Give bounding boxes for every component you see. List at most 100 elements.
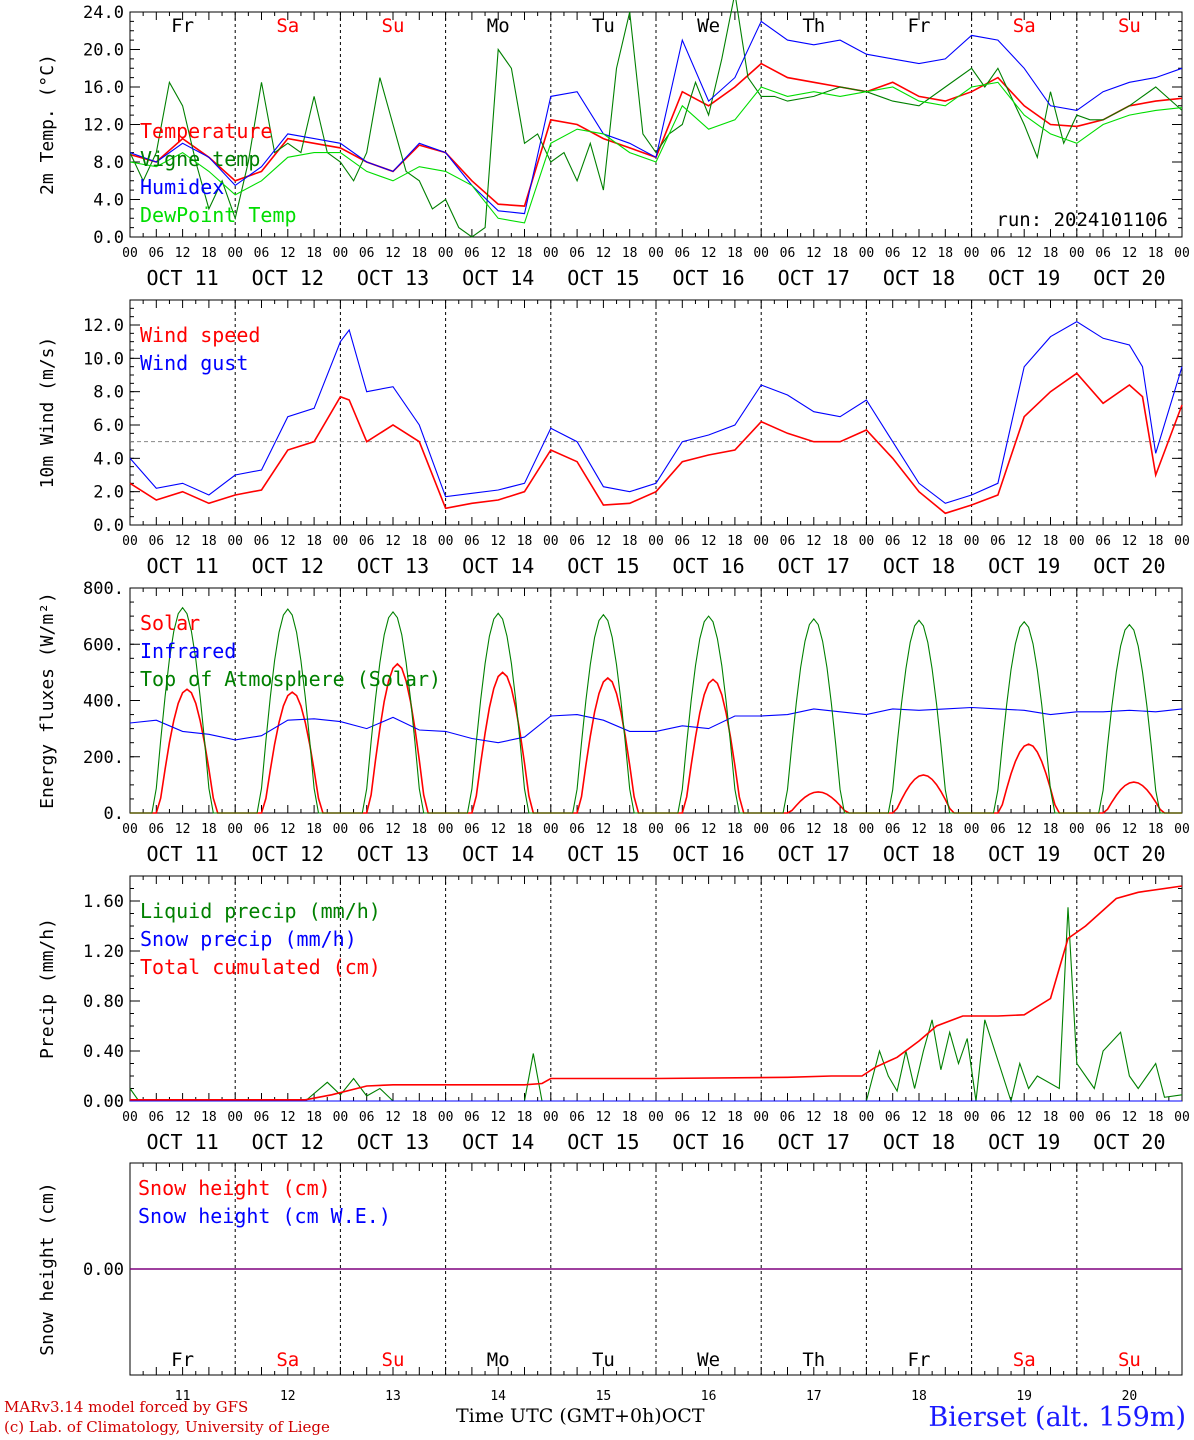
date-label: OCT 12 bbox=[252, 266, 324, 290]
y-tick-label: 0.40 bbox=[83, 1042, 124, 1062]
day-name-label: Sa bbox=[1013, 1349, 1036, 1371]
date-label: OCT 16 bbox=[672, 842, 744, 866]
hour-tick-label: 06 bbox=[990, 246, 1006, 261]
hour-tick-label: 18 bbox=[937, 1110, 953, 1125]
hour-tick-label: 18 bbox=[727, 1110, 743, 1125]
hour-tick-label: 12 bbox=[596, 246, 612, 261]
run-label: run: 2024101106 bbox=[996, 209, 1168, 231]
hour-tick-label: 06 bbox=[780, 1110, 796, 1125]
hour-tick-label: 06 bbox=[780, 534, 796, 549]
hour-tick-label: 12 bbox=[701, 1110, 717, 1125]
hour-tick-label: 00 bbox=[227, 246, 243, 261]
hour-tick-label: 06 bbox=[885, 534, 901, 549]
hour-tick-label: 18 bbox=[1043, 822, 1059, 837]
hour-tick-label: 12 bbox=[280, 246, 296, 261]
time-utc-label: Time UTC (GMT+0h) bbox=[456, 1405, 662, 1427]
hour-tick-label: 00 bbox=[753, 534, 769, 549]
hour-tick-label: 06 bbox=[464, 1110, 480, 1125]
date-label: OCT 17 bbox=[778, 266, 850, 290]
hour-tick-label: 12 bbox=[175, 534, 191, 549]
hour-tick-label: 18 bbox=[727, 534, 743, 549]
time-axis-label: Time UTC (GMT+0h)OCT bbox=[456, 1405, 705, 1427]
y-axis-label: 10m Wind (m/s) bbox=[37, 337, 58, 489]
y-tick-label: 0.00 bbox=[83, 1092, 124, 1112]
hour-tick-label: 18 bbox=[306, 246, 322, 261]
day-name-label: Fr bbox=[908, 1349, 931, 1371]
hour-tick-label: 00 bbox=[122, 534, 138, 549]
model-credit: MARv3.14 model forced by GFS bbox=[4, 1398, 249, 1416]
y-tick-label: 12.0 bbox=[83, 116, 124, 136]
hour-tick-label: 18 bbox=[832, 1110, 848, 1125]
day-number-label: 19 bbox=[1016, 1389, 1032, 1404]
hour-tick-label: 18 bbox=[517, 246, 533, 261]
date-label: OCT 17 bbox=[778, 554, 850, 578]
hour-tick-label: 18 bbox=[411, 1110, 427, 1125]
date-label: OCT 11 bbox=[146, 842, 218, 866]
hour-tick-label: 06 bbox=[885, 822, 901, 837]
hour-tick-label: 00 bbox=[753, 822, 769, 837]
hour-tick-label: 18 bbox=[306, 1110, 322, 1125]
hour-tick-label: 00 bbox=[1174, 246, 1190, 261]
y-tick-label: 24.0 bbox=[83, 3, 124, 23]
hour-tick-label: 18 bbox=[937, 246, 953, 261]
hour-tick-label: 00 bbox=[859, 246, 875, 261]
date-label: OCT 16 bbox=[672, 1130, 744, 1154]
hour-tick-label: 06 bbox=[885, 246, 901, 261]
day-number-label: 20 bbox=[1122, 1389, 1138, 1404]
date-label: OCT 13 bbox=[357, 1130, 429, 1154]
date-label: OCT 16 bbox=[672, 554, 744, 578]
date-label: OCT 14 bbox=[462, 1130, 534, 1154]
date-label: OCT 13 bbox=[357, 266, 429, 290]
hour-tick-label: 00 bbox=[1174, 1110, 1190, 1125]
hour-tick-label: 12 bbox=[490, 822, 506, 837]
legend-label: Humidex bbox=[140, 175, 224, 199]
y-tick-label: 0.0 bbox=[93, 228, 124, 248]
day-name-label: Tu bbox=[592, 1349, 615, 1371]
date-label: OCT 17 bbox=[778, 842, 850, 866]
hour-tick-label: 00 bbox=[964, 1110, 980, 1125]
hour-tick-label: 18 bbox=[1043, 1110, 1059, 1125]
hour-tick-label: 00 bbox=[648, 246, 664, 261]
day-name-label: Sa bbox=[276, 15, 299, 37]
date-label: OCT 17 bbox=[778, 1130, 850, 1154]
day-number-label: 17 bbox=[806, 1389, 822, 1404]
hour-tick-label: 12 bbox=[701, 246, 717, 261]
day-name-label: We bbox=[697, 1349, 720, 1371]
hour-tick-label: 00 bbox=[227, 1110, 243, 1125]
hour-tick-label: 12 bbox=[1122, 822, 1138, 837]
date-label: OCT 11 bbox=[146, 554, 218, 578]
hour-tick-label: 00 bbox=[1174, 822, 1190, 837]
hour-tick-label: 06 bbox=[254, 246, 270, 261]
series-line-humidex bbox=[129, 20, 1183, 215]
y-tick-label: 0.00 bbox=[83, 1260, 124, 1280]
y-tick-label: 8.0 bbox=[93, 383, 124, 403]
y-tick-label: 4.0 bbox=[93, 191, 124, 211]
day-name-label: We bbox=[697, 15, 720, 37]
y-tick-label: 8.0 bbox=[93, 153, 124, 173]
station-label: Bierset (alt. 159m) bbox=[928, 1402, 1186, 1433]
date-label: OCT 12 bbox=[252, 554, 324, 578]
hour-tick-label: 12 bbox=[701, 822, 717, 837]
y-tick-label: 1.20 bbox=[83, 942, 124, 962]
hour-tick-label: 06 bbox=[1095, 822, 1111, 837]
legend-label: Total cumulated (cm) bbox=[140, 955, 381, 979]
hour-tick-label: 12 bbox=[280, 1110, 296, 1125]
hour-tick-label: 00 bbox=[753, 1110, 769, 1125]
hour-tick-label: 12 bbox=[806, 534, 822, 549]
hour-tick-label: 12 bbox=[175, 246, 191, 261]
hour-tick-label: 06 bbox=[1095, 246, 1111, 261]
day-number-label: 18 bbox=[911, 1389, 927, 1404]
hour-tick-label: 18 bbox=[1043, 534, 1059, 549]
y-tick-label: 0. bbox=[104, 804, 124, 824]
hour-tick-label: 18 bbox=[1148, 246, 1164, 261]
hour-tick-label: 12 bbox=[596, 534, 612, 549]
hour-tick-label: 06 bbox=[1095, 1110, 1111, 1125]
y-tick-label: 6.0 bbox=[93, 416, 124, 436]
hour-tick-label: 12 bbox=[280, 534, 296, 549]
hour-tick-label: 12 bbox=[1122, 534, 1138, 549]
date-label: OCT 13 bbox=[357, 842, 429, 866]
hour-tick-label: 00 bbox=[227, 534, 243, 549]
hour-tick-label: 00 bbox=[648, 534, 664, 549]
day-number-label: 16 bbox=[701, 1389, 717, 1404]
